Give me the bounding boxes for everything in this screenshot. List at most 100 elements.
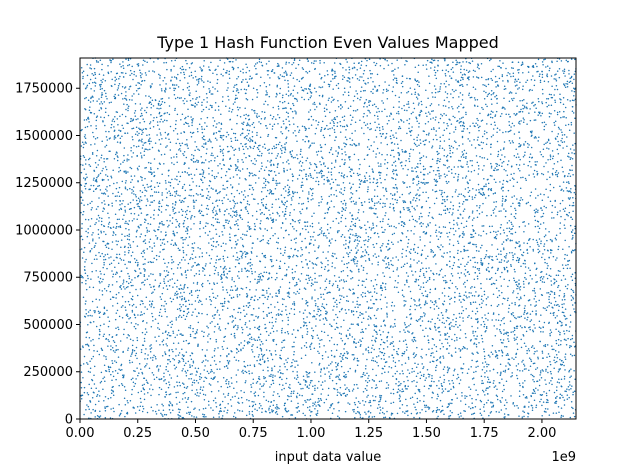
scatter-point	[108, 257, 110, 259]
scatter-point	[439, 145, 441, 147]
scatter-point	[153, 71, 156, 73]
scatter-point	[459, 79, 462, 82]
scatter-point	[111, 386, 114, 389]
scatter-point	[141, 141, 143, 143]
scatter-point	[573, 191, 576, 194]
scatter-point	[536, 174, 539, 176]
scatter-point	[251, 272, 253, 275]
scatter-point	[430, 352, 433, 355]
scatter-point	[199, 173, 201, 176]
scatter-point	[448, 352, 450, 355]
scatter-point	[411, 126, 413, 128]
scatter-point	[385, 187, 387, 190]
scatter-point	[309, 90, 312, 93]
scatter-point	[409, 290, 412, 293]
scatter-point	[133, 175, 136, 177]
scatter-point	[343, 352, 346, 355]
scatter-point	[512, 185, 515, 187]
scatter-point	[286, 73, 288, 75]
scatter-point	[213, 317, 215, 319]
scatter-point	[248, 372, 251, 375]
scatter-point	[441, 147, 444, 149]
scatter-point	[356, 406, 359, 409]
scatter-point	[468, 92, 471, 94]
scatter-point	[485, 402, 488, 404]
scatter-point	[115, 187, 118, 190]
scatter-point	[126, 313, 128, 315]
scatter-point	[414, 219, 417, 222]
scatter-point	[183, 154, 185, 157]
scatter-point	[320, 172, 323, 175]
scatter-point	[500, 332, 503, 334]
scatter-point	[518, 390, 521, 392]
scatter-point	[368, 291, 370, 294]
scatter-point	[549, 329, 552, 331]
scatter-point	[120, 364, 122, 367]
scatter-point	[517, 285, 519, 288]
scatter-point	[412, 179, 414, 181]
scatter-point	[404, 284, 406, 286]
scatter-point	[185, 59, 187, 62]
scatter-point	[208, 161, 210, 163]
scatter-point	[428, 348, 430, 350]
scatter-point	[522, 280, 525, 283]
scatter-point	[341, 153, 343, 155]
scatter-point	[268, 409, 270, 411]
scatter-point	[304, 225, 306, 227]
scatter-point	[437, 307, 440, 310]
scatter-point	[426, 279, 429, 282]
scatter-point	[199, 222, 201, 225]
scatter-point	[207, 400, 210, 403]
scatter-point	[469, 125, 471, 127]
scatter-point	[201, 361, 203, 364]
scatter-point	[191, 364, 194, 367]
scatter-point	[131, 352, 134, 354]
scatter-point	[361, 337, 364, 339]
scatter-point	[258, 326, 260, 328]
scatter-point	[517, 316, 519, 318]
scatter-point	[283, 100, 286, 103]
scatter-point	[394, 160, 397, 163]
scatter-point	[259, 144, 261, 147]
scatter-point	[171, 239, 173, 242]
scatter-point	[293, 353, 295, 356]
scatter-point	[543, 391, 545, 393]
scatter-point	[489, 356, 491, 358]
scatter-point	[464, 333, 467, 335]
scatter-point	[431, 374, 433, 377]
scatter-point	[148, 367, 151, 369]
scatter-point	[442, 409, 444, 412]
scatter-point	[204, 394, 207, 396]
scatter-point	[395, 169, 398, 171]
scatter-point	[101, 140, 103, 142]
scatter-point	[116, 118, 119, 120]
scatter-point	[549, 360, 551, 363]
scatter-point	[196, 283, 199, 285]
scatter-point	[375, 225, 378, 227]
scatter-point	[153, 171, 155, 173]
scatter-point	[98, 289, 101, 291]
scatter-point	[560, 116, 562, 119]
scatter-point	[135, 199, 138, 202]
scatter-point	[287, 90, 290, 92]
scatter-point	[224, 219, 227, 221]
scatter-point	[113, 95, 115, 98]
scatter-point	[271, 321, 273, 324]
scatter-point	[104, 244, 107, 247]
scatter-point	[99, 311, 101, 313]
scatter-point	[195, 185, 198, 187]
scatter-point	[200, 178, 202, 180]
scatter-point	[157, 322, 159, 325]
scatter-point	[251, 123, 254, 126]
scatter-point	[352, 323, 354, 326]
scatter-point	[481, 341, 484, 343]
scatter-point	[316, 414, 318, 417]
scatter-point	[322, 293, 325, 296]
scatter-point	[364, 249, 367, 251]
scatter-point	[196, 371, 198, 373]
scatter-point	[573, 90, 576, 93]
scatter-point	[506, 269, 509, 272]
scatter-point	[221, 202, 224, 205]
scatter-point	[273, 171, 276, 173]
scatter-point	[170, 326, 172, 328]
